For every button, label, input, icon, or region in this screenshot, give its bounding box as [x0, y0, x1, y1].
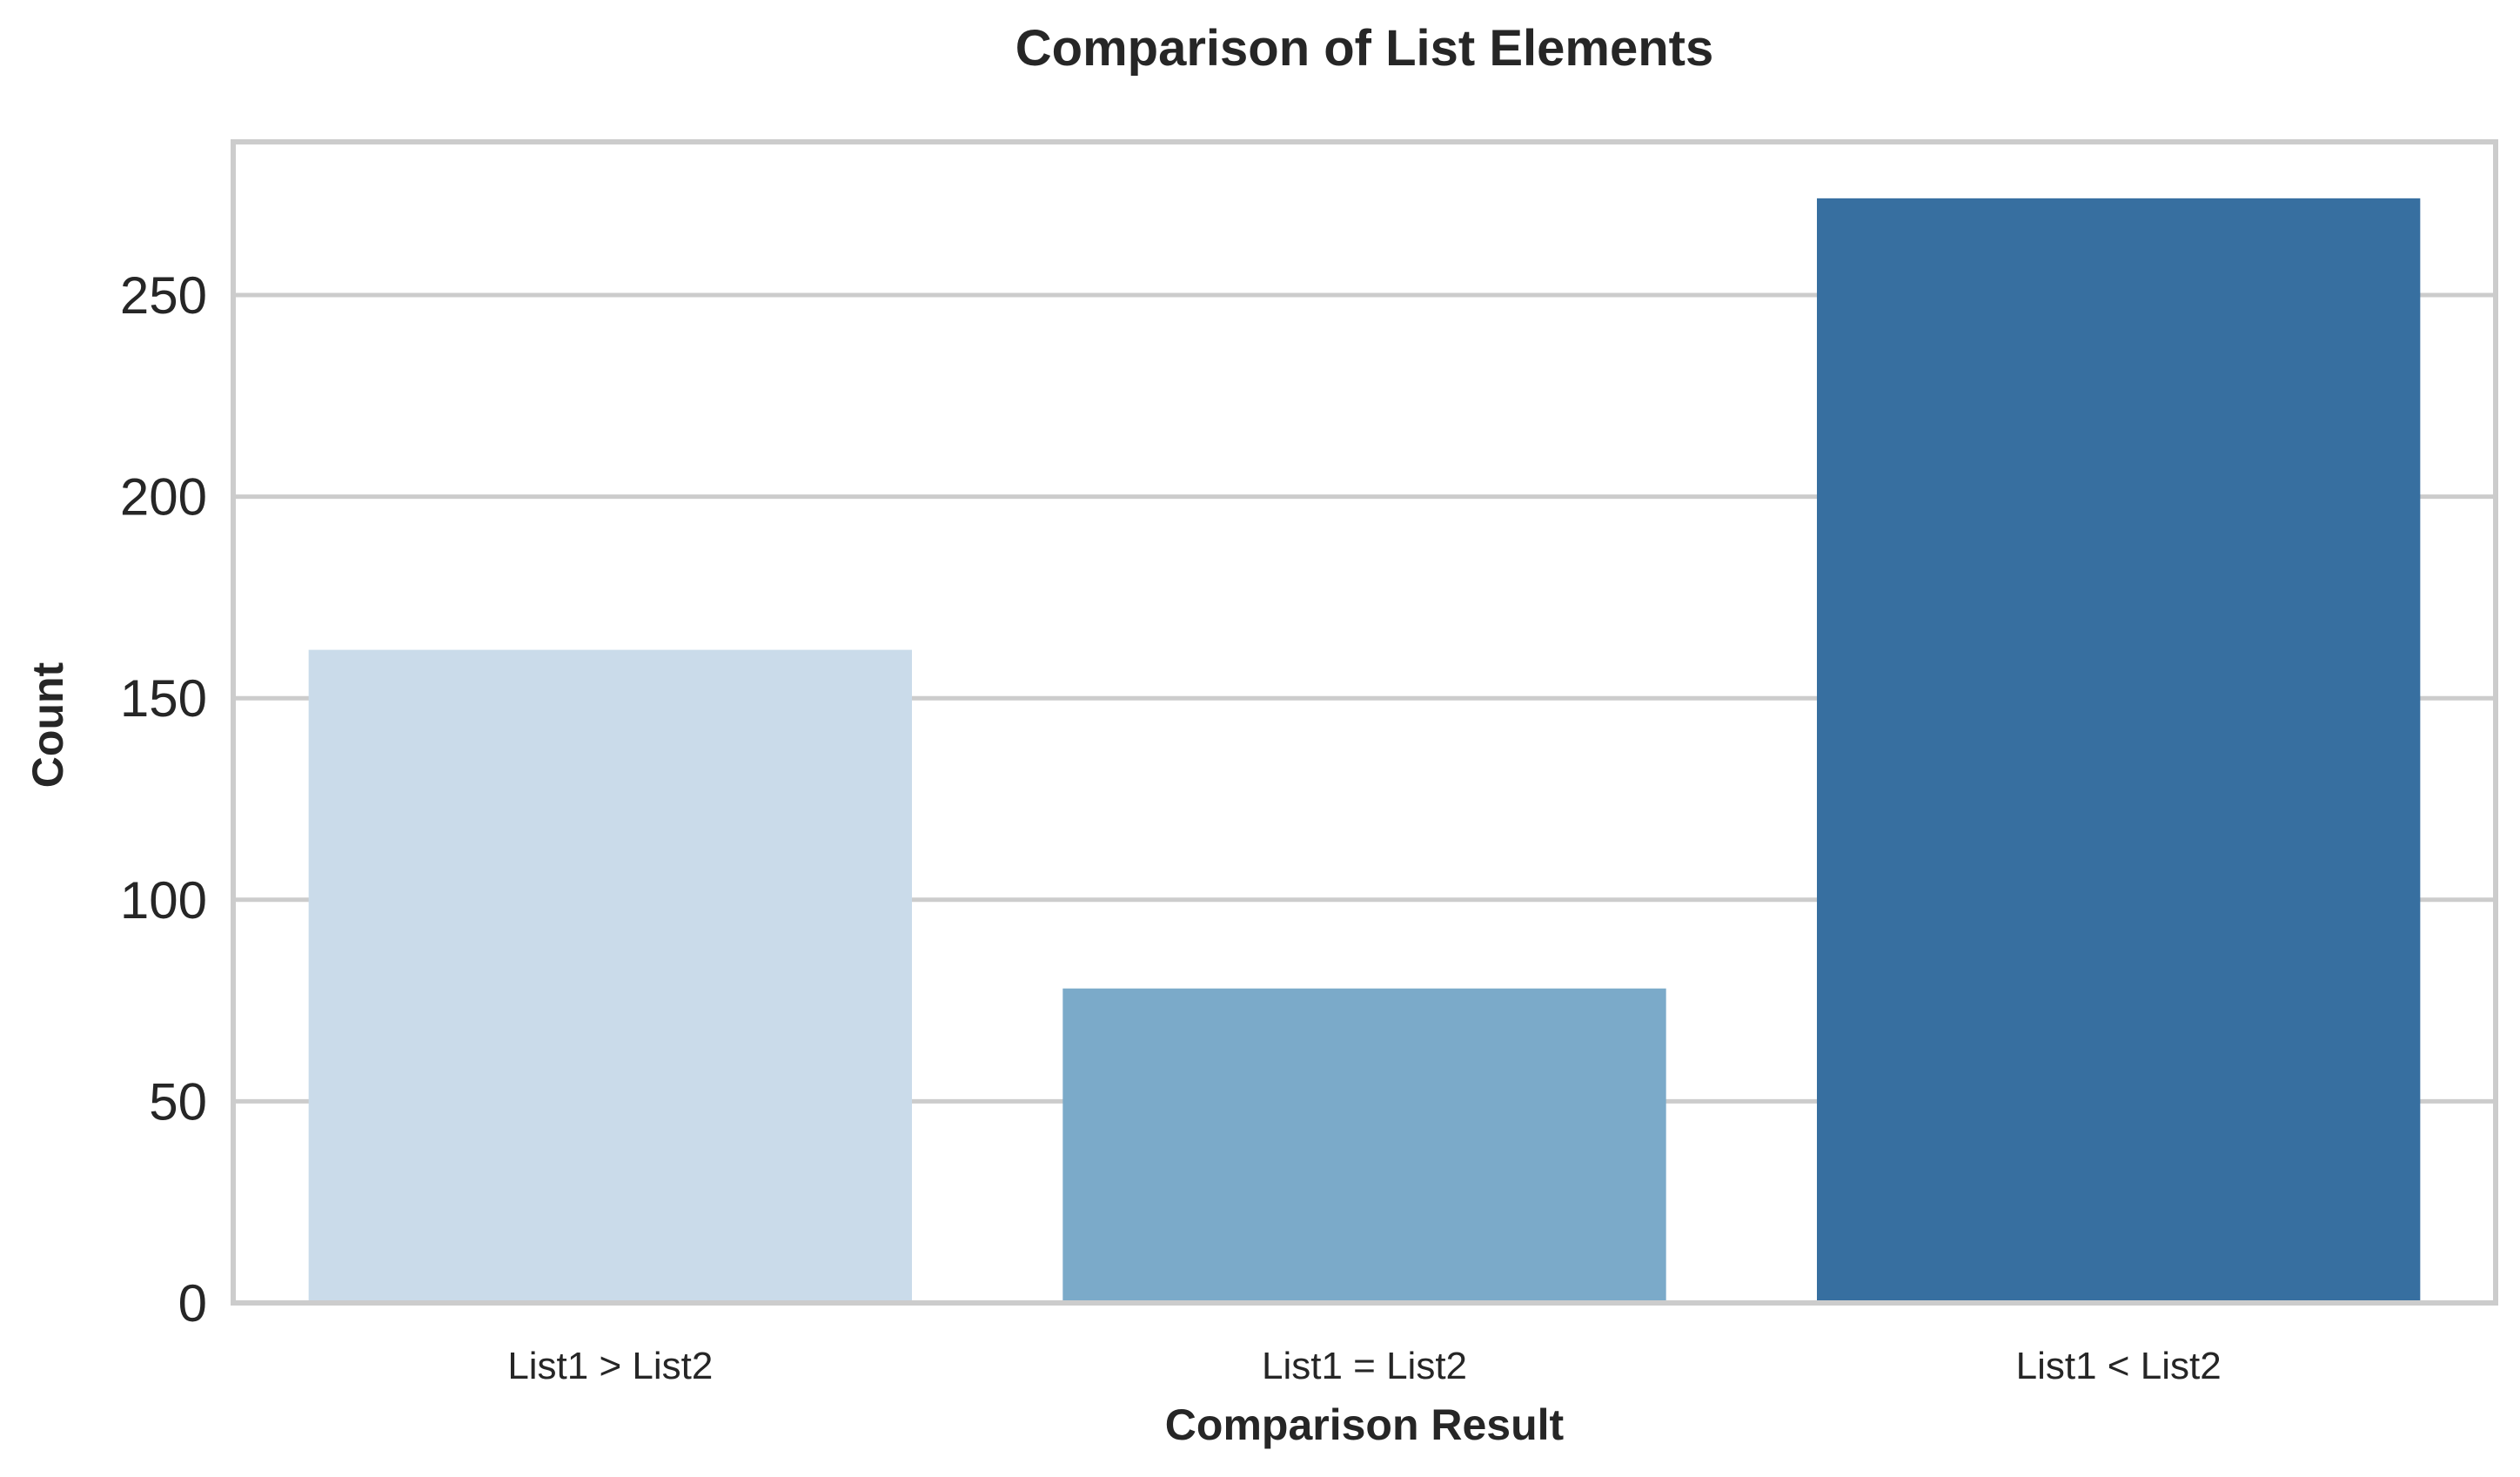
- y-axis-label: Count: [23, 661, 72, 788]
- plot-frame: [231, 139, 2498, 1306]
- x-tick-label-2: List1 < List2: [2016, 1345, 2222, 1387]
- x-axis-label: Comparison Result: [1165, 1400, 1565, 1449]
- bar-0: [308, 649, 913, 1303]
- bar-1: [1062, 988, 1666, 1303]
- y-tick-label-100: 100: [120, 871, 207, 930]
- y-tick-label-150: 150: [120, 669, 207, 728]
- y-tick-label-250: 250: [120, 266, 207, 325]
- bar-2: [1817, 198, 2421, 1304]
- y-tick-label-50: 50: [149, 1072, 207, 1131]
- y-tick-label-200: 200: [120, 468, 207, 527]
- x-axis-ticks: List1 > List2 List1 = List2 List1 < List2: [507, 1345, 2221, 1387]
- x-tick-label-0: List1 > List2: [507, 1345, 713, 1387]
- chart-title: Comparison of List Elements: [1015, 20, 1713, 77]
- y-tick-label-0: 0: [178, 1274, 207, 1333]
- y-axis-ticks: 0 50 100 150 200 250: [120, 266, 207, 1333]
- bars: [308, 198, 2421, 1304]
- x-tick-label-1: List1 = List2: [1262, 1345, 1467, 1387]
